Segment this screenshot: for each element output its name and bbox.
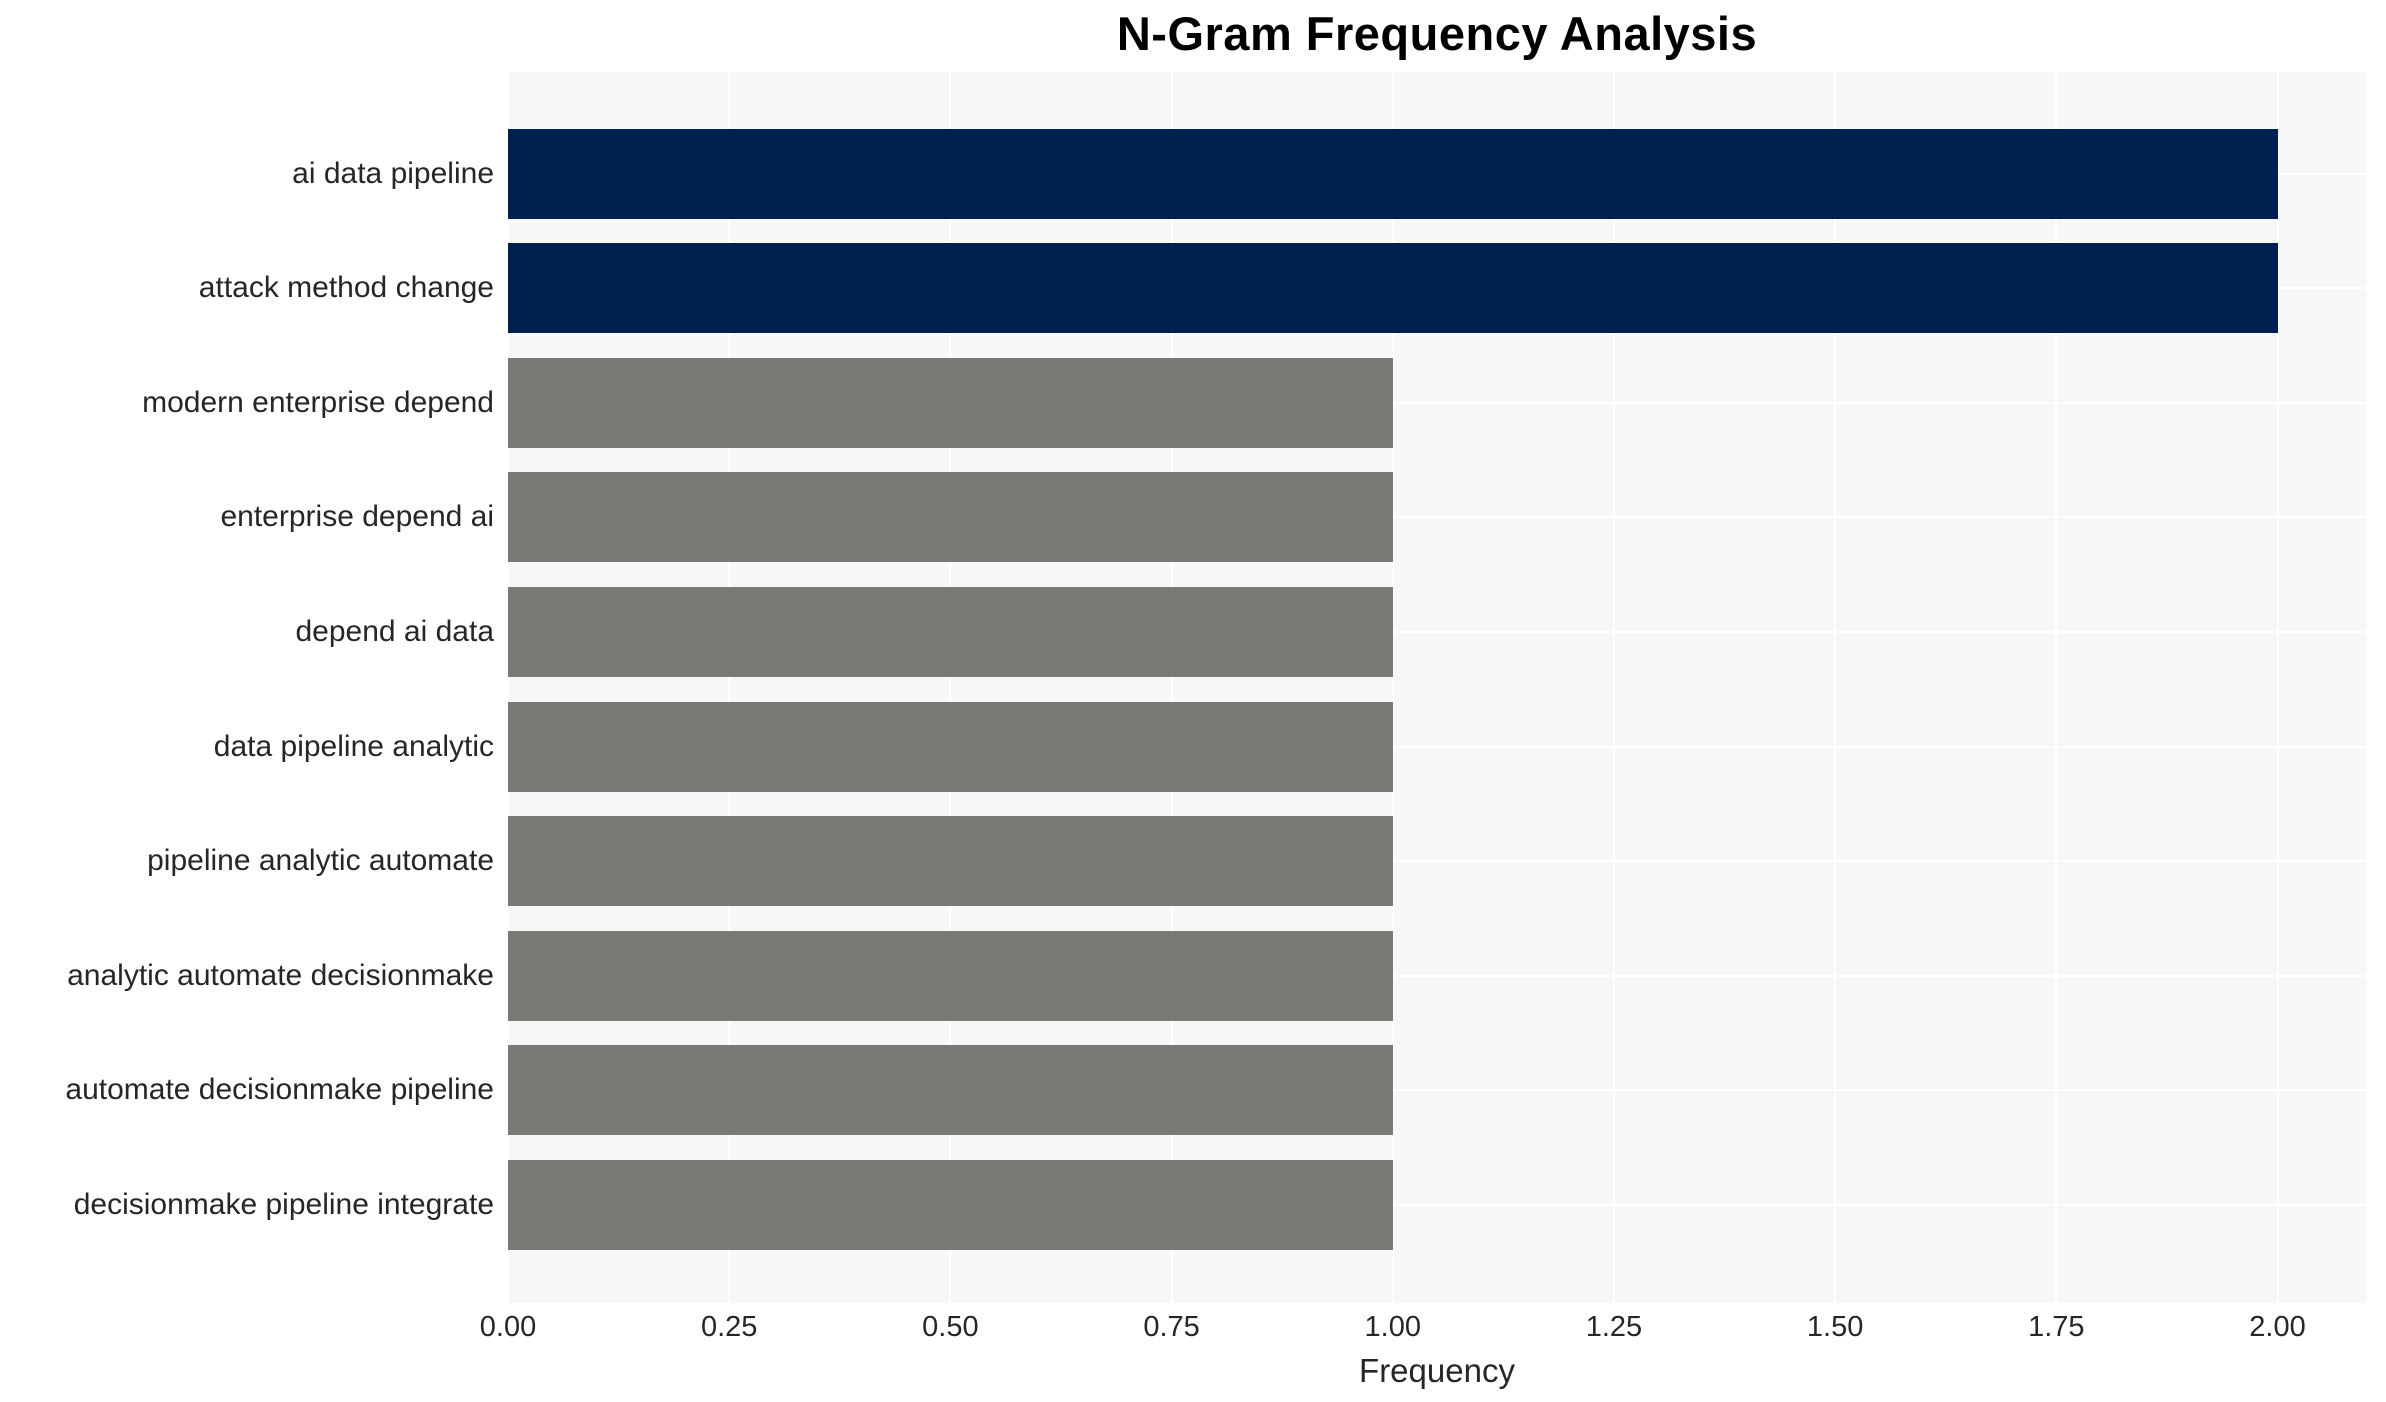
y-tick-label: automate decisionmake pipeline [65,1073,494,1107]
y-tick-label: enterprise depend ai [220,500,494,534]
x-tick-label: 2.00 [2249,1311,2306,1343]
y-tick-label: decisionmake pipeline integrate [73,1187,494,1221]
x-tick-label: 0.75 [1143,1311,1200,1343]
x-tick-label: 0.25 [700,1311,758,1343]
gridline-horizontal [508,1203,2366,1206]
gridline-horizontal [508,745,2366,748]
bar-pipeline-analytic-automate [508,816,1393,907]
x-tick-label: 1.00 [1364,1311,1421,1343]
bar-depend-ai-data [508,586,1393,677]
y-tick-label: modern enterprise depend [142,385,494,419]
gridline-vertical [949,72,952,1303]
x-tick-label: 1.75 [2028,1311,2085,1343]
bar-data-pipeline-analytic [508,701,1393,792]
chart-title: N-Gram Frequency Analysis [1116,7,1758,60]
y-tick-label: depend ai data [295,614,494,648]
y-tick-label: ai data pipeline [292,156,494,190]
gridline-vertical [728,72,731,1303]
gridline-vertical [2055,72,2058,1303]
gridline-vertical [1834,72,1837,1303]
bar-automate-decisionmake-pipeline [508,1045,1393,1136]
x-axis-label: Frequency [1359,1352,1515,1389]
bar-analytic-automate-decisionmake [508,930,1393,1021]
gridline-vertical [1612,72,1615,1303]
gridline-vertical [2276,72,2279,1303]
bar-enterprise-depend-ai [508,472,1393,563]
plot-area [507,72,2366,1303]
x-tick-label: 0.50 [922,1311,979,1343]
x-tick-label: 0.00 [479,1311,537,1343]
x-axis-ticks: 0.00 0.25 0.50 0.75 1.00 1.25 1.50 1.75 2.00 [0,1311,2386,1351]
bar-attack-method-change [508,243,2278,334]
y-tick-label: attack method change [198,271,494,305]
gridline-horizontal [508,630,2366,633]
y-tick-label: data pipeline analytic [213,729,494,763]
gridline-vertical [1170,72,1173,1303]
gridline-horizontal [508,401,2366,404]
bar-decisionmake-pipeline-integrate [508,1159,1393,1250]
gridline-vertical [1391,72,1394,1303]
gridline-vertical [507,72,509,1303]
x-tick-label: 1.25 [1585,1311,1643,1343]
gridline-horizontal [508,860,2366,863]
y-tick-label: pipeline analytic automate [147,844,494,878]
y-tick-label: analytic automate decisionmake [67,958,494,992]
y-axis-labels: ai data pipeline attack method change mode… [0,72,494,1303]
bar-ai-data-pipeline [508,128,2278,219]
gridline-horizontal [508,974,2366,977]
bar-modern-enterprise-depend [508,357,1393,448]
gridline-horizontal [508,516,2366,519]
gridline-horizontal [508,1089,2366,1092]
x-tick-label: 1.50 [1806,1311,1864,1343]
